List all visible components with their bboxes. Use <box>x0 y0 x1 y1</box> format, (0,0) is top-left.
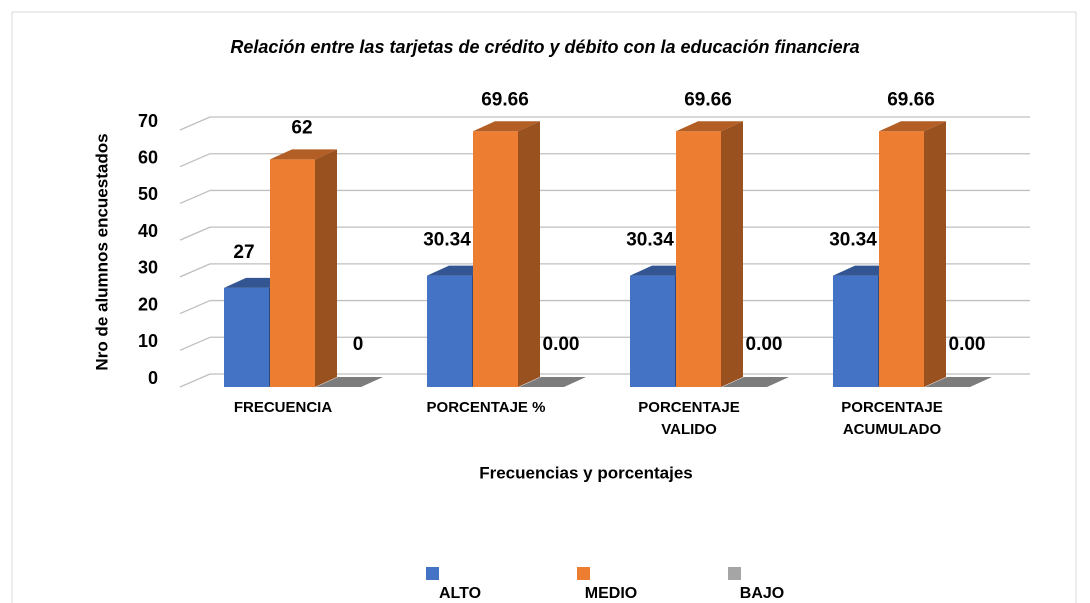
legend-swatch <box>426 567 439 580</box>
y-tick-label: 40 <box>138 221 158 241</box>
grid-line-side <box>179 116 211 131</box>
legend-label: MEDIO <box>585 585 637 602</box>
data-label: 69.66 <box>481 89 529 110</box>
legend-swatch <box>577 567 590 580</box>
grid-line-side <box>179 373 211 388</box>
y-tick-label: 30 <box>138 258 158 278</box>
bar <box>630 275 675 387</box>
bar <box>879 131 924 387</box>
x-tick-label: PORCENTAJE ACUMULADO <box>841 399 943 438</box>
y-tick-label: 60 <box>138 147 158 167</box>
chart-title: Relación entre las tarjetas de crédito y… <box>230 37 859 57</box>
data-label: 0.00 <box>543 334 580 355</box>
x-tick-label: FRECUENCIA <box>233 399 333 416</box>
bar-side <box>518 121 540 387</box>
bar-top <box>722 377 789 387</box>
y-axis-title: Nro de alumnos encuestados <box>92 133 111 370</box>
bar-top <box>676 121 743 132</box>
data-label: 0 <box>353 334 364 355</box>
grid-line-side <box>179 263 211 278</box>
y-tick-label: 50 <box>138 184 158 204</box>
bar-top <box>925 377 992 387</box>
bar-side <box>924 121 946 387</box>
data-label: 69.66 <box>684 89 732 110</box>
bar-side <box>315 149 337 387</box>
bar <box>676 131 721 387</box>
bar-side <box>721 121 743 387</box>
data-label: 0.00 <box>949 334 986 355</box>
x-tick-label: PORCENTAJE % <box>426 399 546 416</box>
legend-swatch <box>728 567 741 580</box>
bar <box>270 159 315 387</box>
bar-top <box>270 149 337 160</box>
bar <box>473 131 518 387</box>
y-tick-label: 20 <box>138 294 158 314</box>
bar-top <box>473 121 540 132</box>
bar <box>833 275 878 387</box>
grid-line-side <box>179 226 211 241</box>
legend-label: ALTO <box>439 585 481 602</box>
data-label: 30.34 <box>626 230 674 251</box>
x-axis-title: Frecuencias y porcentajes <box>479 463 693 482</box>
x-tick-label: PORCENTAJE VALIDO <box>638 399 740 438</box>
grid-line-side <box>179 336 211 351</box>
bar <box>427 275 472 387</box>
data-label: 27 <box>233 242 254 263</box>
y-tick-label: 70 <box>138 111 158 131</box>
legend-label: BAJO <box>740 585 784 602</box>
data-label: 62 <box>291 117 312 138</box>
grid-line-side <box>179 189 211 205</box>
bar <box>224 287 269 387</box>
y-tick-label: 10 <box>138 331 158 351</box>
data-label: 69.66 <box>887 89 935 110</box>
bar-top <box>316 377 383 387</box>
data-label: 0.00 <box>746 334 783 355</box>
y-tick-label: 0 <box>148 368 158 388</box>
grid-line-side <box>179 299 211 315</box>
data-label: 30.34 <box>423 230 471 251</box>
grid-line-side <box>179 153 211 168</box>
data-label: 30.34 <box>829 230 877 251</box>
bar-top <box>519 377 586 387</box>
bar-top <box>879 121 946 132</box>
